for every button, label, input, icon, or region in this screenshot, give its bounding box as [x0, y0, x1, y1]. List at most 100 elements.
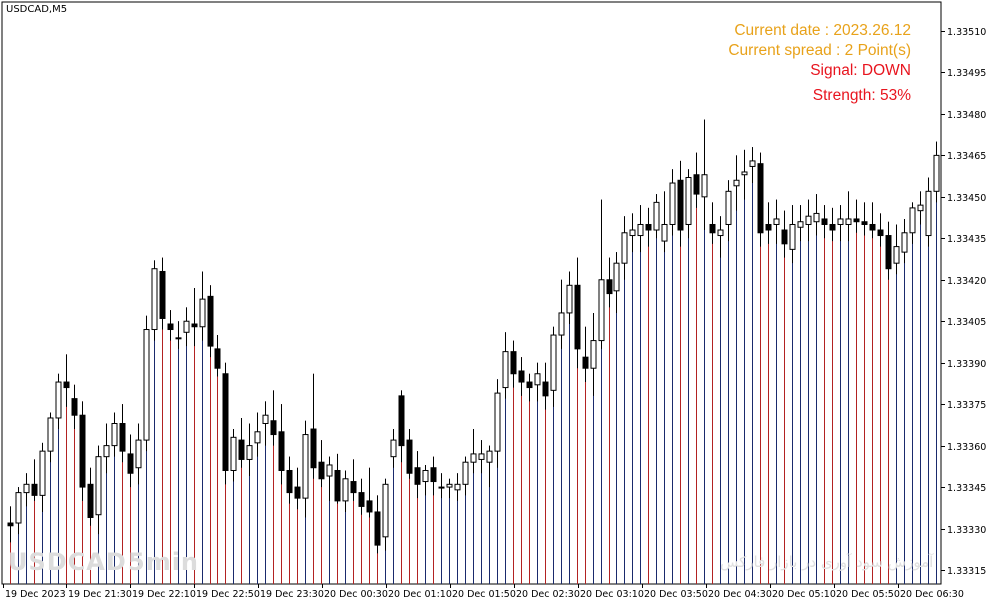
candle[interactable]: [39, 442, 46, 512]
candle[interactable]: [829, 207, 836, 242]
candle[interactable]: [861, 202, 868, 236]
candle[interactable]: [7, 506, 14, 543]
candle[interactable]: [574, 257, 581, 369]
candle[interactable]: [374, 495, 381, 554]
candle[interactable]: [103, 423, 110, 474]
candle[interactable]: [254, 412, 261, 457]
candle[interactable]: [414, 451, 421, 499]
candle[interactable]: [294, 467, 301, 510]
candle[interactable]: [741, 149, 748, 200]
candle[interactable]: [637, 205, 644, 253]
candle[interactable]: [789, 205, 796, 264]
candle[interactable]: [15, 487, 22, 535]
candle[interactable]: [151, 260, 158, 341]
candle[interactable]: [909, 202, 916, 244]
candle[interactable]: [701, 119, 708, 231]
candle[interactable]: [214, 335, 221, 377]
candle[interactable]: [366, 467, 373, 518]
candle[interactable]: [749, 147, 756, 184]
candle[interactable]: [127, 434, 134, 488]
candle[interactable]: [805, 199, 812, 242]
candle[interactable]: [438, 473, 445, 499]
candle[interactable]: [893, 224, 900, 275]
candle[interactable]: [526, 373, 533, 402]
candle[interactable]: [167, 310, 174, 341]
candle[interactable]: [773, 199, 780, 244]
candle[interactable]: [95, 445, 102, 535]
candle[interactable]: [390, 429, 397, 468]
candle[interactable]: [175, 321, 182, 349]
candle[interactable]: [342, 470, 349, 512]
candle[interactable]: [191, 288, 198, 347]
candle[interactable]: [542, 362, 549, 410]
candle[interactable]: [207, 285, 214, 358]
candle[interactable]: [566, 271, 573, 324]
candle[interactable]: [486, 445, 493, 488]
candle[interactable]: [31, 459, 38, 501]
candle[interactable]: [717, 216, 724, 258]
candle[interactable]: [733, 155, 740, 211]
candle[interactable]: [558, 279, 565, 349]
candle[interactable]: [23, 473, 30, 507]
candle[interactable]: [286, 456, 293, 504]
candle[interactable]: [222, 362, 229, 485]
candle[interactable]: [925, 177, 932, 247]
candle[interactable]: [845, 191, 852, 242]
candle[interactable]: [606, 257, 613, 308]
candle[interactable]: [598, 199, 605, 349]
candle[interactable]: [422, 464, 429, 496]
candle[interactable]: [358, 478, 365, 515]
candle[interactable]: [478, 440, 485, 474]
candle[interactable]: [270, 390, 277, 446]
candle[interactable]: [613, 252, 620, 313]
candle[interactable]: [310, 373, 317, 479]
candle[interactable]: [398, 390, 405, 463]
candle[interactable]: [629, 213, 636, 253]
candle[interactable]: [645, 207, 652, 247]
candle[interactable]: [518, 357, 525, 396]
candle[interactable]: [821, 205, 828, 239]
candle[interactable]: [550, 326, 557, 407]
candle[interactable]: [262, 401, 269, 446]
candle[interactable]: [159, 257, 166, 330]
candle[interactable]: [119, 404, 126, 463]
candle[interactable]: [901, 218, 908, 264]
candle[interactable]: [230, 429, 237, 482]
candle[interactable]: [869, 202, 876, 239]
candle[interactable]: [430, 456, 437, 496]
candle[interactable]: [47, 412, 54, 463]
candle[interactable]: [813, 194, 820, 236]
candle[interactable]: [502, 332, 509, 399]
candle[interactable]: [877, 213, 884, 247]
candle[interactable]: [685, 169, 692, 239]
candle[interactable]: [709, 202, 716, 244]
candle[interactable]: [71, 384, 78, 430]
candle[interactable]: [853, 199, 860, 233]
candle[interactable]: [199, 271, 206, 341]
candle[interactable]: [302, 420, 309, 518]
candle[interactable]: [781, 210, 788, 258]
candle[interactable]: [661, 191, 668, 253]
candle[interactable]: [837, 205, 844, 242]
candle[interactable]: [917, 191, 924, 225]
candle[interactable]: [446, 478, 453, 499]
candle[interactable]: [382, 478, 389, 551]
candle[interactable]: [318, 440, 325, 488]
candle[interactable]: [238, 417, 245, 468]
candle[interactable]: [79, 401, 86, 501]
candle[interactable]: [406, 429, 413, 479]
candle[interactable]: [757, 152, 764, 247]
candle[interactable]: [693, 152, 700, 208]
candle[interactable]: [135, 423, 142, 485]
candle[interactable]: [677, 160, 684, 247]
candle[interactable]: [278, 404, 285, 485]
candle[interactable]: [621, 216, 628, 280]
candle[interactable]: [326, 456, 333, 501]
candle[interactable]: [590, 312, 597, 396]
candle[interactable]: [63, 354, 70, 407]
candle[interactable]: [582, 326, 589, 383]
candle[interactable]: [454, 473, 461, 501]
candle[interactable]: [55, 373, 62, 430]
candle[interactable]: [462, 456, 469, 496]
